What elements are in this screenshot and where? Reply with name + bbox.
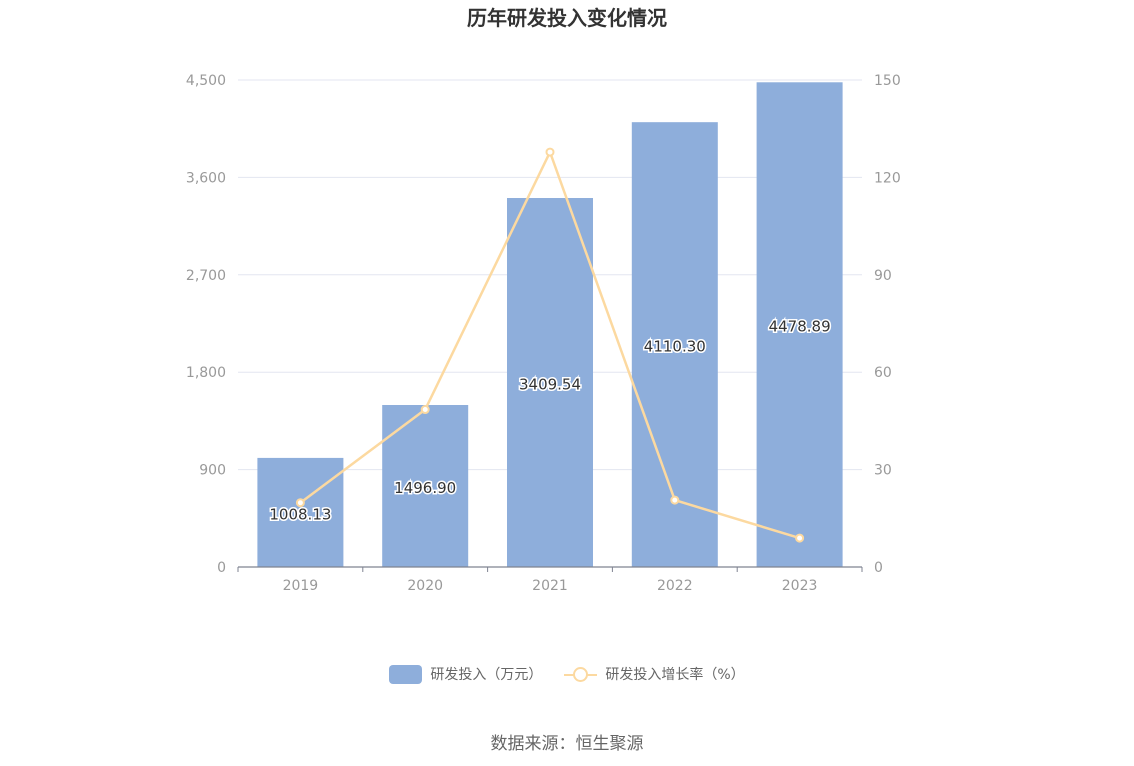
bar <box>507 198 593 567</box>
bar-data-label: 4110.30 <box>644 338 706 356</box>
legend-swatch-bar <box>389 664 423 684</box>
chart-title: 历年研发投入变化情况 <box>467 6 667 30</box>
y-left-tick-label: 0 <box>217 560 226 576</box>
bar-data-label: 3409.54 <box>519 376 581 394</box>
y-right-tick-label: 30 <box>874 463 892 479</box>
growth-point <box>545 147 555 157</box>
axes: 0 900 1,800 2,700 3,600 4,500 0 30 60 90 120 150 201… <box>186 73 901 594</box>
growth-point <box>295 498 305 508</box>
x-tick-label: 2022 <box>657 578 693 594</box>
y-right-tick-label: 120 <box>874 170 901 186</box>
y-right-tick-label: 60 <box>874 365 892 381</box>
legend: 研发投入（万元） 研发投入增长率（%） <box>0 664 1134 684</box>
x-tick-label: 2020 <box>407 578 443 594</box>
legend-label-bar: 研发投入（万元） <box>430 667 543 683</box>
bar-data-label: 1496.90 <box>394 479 456 497</box>
bar-data-label: 1008.13 <box>269 505 331 523</box>
growth-point <box>670 495 680 505</box>
y-left-tick-label: 900 <box>199 463 226 479</box>
bar <box>631 122 718 568</box>
growth-point <box>795 533 805 543</box>
source-note: 数据来源：恒生聚源 <box>490 734 644 754</box>
legend-item-bar[interactable]: 研发投入（万元） <box>389 664 542 684</box>
line-series <box>295 147 805 543</box>
legend-swatch-line <box>564 665 598 684</box>
y-left-tick-label: 4,500 <box>186 73 226 89</box>
legend-label-line: 研发投入增长率（%） <box>605 667 745 683</box>
bar <box>756 82 843 567</box>
bar-data-label: 4478.89 <box>769 318 831 336</box>
data-labels: 1008.13 1496.90 3409.54 4110.30 4478.89 <box>268 316 832 525</box>
y-left-tick-label: 2,700 <box>186 268 226 284</box>
legend-item-line[interactable]: 研发投入增长率（%） <box>564 664 745 684</box>
y-right-tick-label: 0 <box>874 560 883 576</box>
y-right-tick-label: 90 <box>874 268 892 284</box>
bar <box>257 457 344 567</box>
y-left-tick-label: 1,800 <box>186 365 226 381</box>
x-tick-label: 2019 <box>283 578 319 594</box>
x-tick-label: 2021 <box>532 578 568 594</box>
x-tick-label: 2023 <box>782 578 818 594</box>
growth-point <box>420 405 430 415</box>
y-left-tick-label: 3,600 <box>186 170 226 186</box>
y-right-tick-label: 150 <box>874 73 901 89</box>
